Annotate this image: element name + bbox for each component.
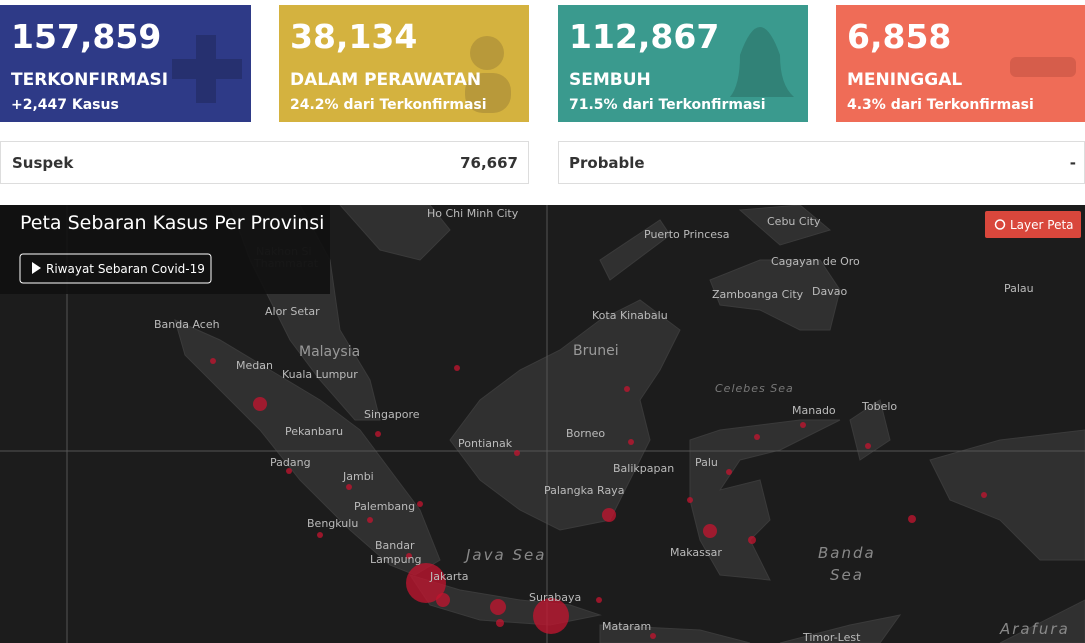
place-label: Zamboanga City	[712, 288, 804, 301]
case-circle	[317, 532, 323, 538]
place-label: Medan	[236, 359, 273, 372]
place-label: Palu	[695, 456, 718, 469]
layer-button-label[interactable]: Layer Peta	[1010, 218, 1074, 232]
case-circle	[454, 365, 460, 371]
case-circle	[628, 439, 634, 445]
card-label: DALAM PERAWATAN	[290, 70, 482, 90]
place-label: Banda	[818, 544, 876, 562]
place-label: Brunei	[573, 343, 619, 359]
case-circle	[726, 469, 732, 475]
card-deaths: 6,858 MENINGGAL 4.3% dari Terkonfirmasi	[836, 5, 1085, 122]
history-button[interactable]	[19, 253, 212, 284]
place-label: Timor-Lest	[802, 631, 861, 643]
stat-value: -	[1069, 154, 1076, 172]
place-label: Jambi	[342, 470, 374, 483]
place-label: Lampung	[370, 553, 422, 566]
card-recovered: 112,867 SEMBUH 71.5% dari Terkonfirmasi	[558, 5, 808, 122]
case-circle	[514, 450, 520, 456]
place-label: Manado	[792, 404, 836, 417]
card-value: 38,134	[290, 17, 418, 56]
place-label: Cagayan de Oro	[771, 255, 860, 268]
place-label: Celebes Sea	[715, 382, 794, 395]
case-circle	[286, 468, 292, 474]
place-label: Kuala Lumpur	[282, 368, 358, 381]
case-circle	[650, 633, 656, 639]
place-label: Kota Kinabalu	[592, 309, 668, 322]
case-circle	[496, 619, 504, 627]
map[interactable]: Ho Chi Minh CityNakhon SiThammaratBanda …	[0, 205, 1085, 643]
place-label: Tobelo	[861, 400, 897, 413]
card-label: SEMBUH	[569, 70, 651, 90]
case-circle	[703, 524, 717, 538]
case-circle	[754, 434, 760, 440]
case-circle	[533, 598, 569, 634]
case-circle	[375, 431, 381, 437]
place-label: Bengkulu	[307, 517, 358, 530]
card-sub: 24.2% dari Terkonfirmasi	[290, 97, 487, 113]
card-value: 6,858	[847, 17, 952, 56]
card-sub: 4.3% dari Terkonfirmasi	[847, 97, 1034, 113]
place-label: Palau	[1004, 282, 1034, 295]
case-circle	[406, 563, 446, 603]
stat-value: 76,667	[460, 154, 518, 172]
place-label: Sea	[830, 566, 864, 584]
place-label: Cebu City	[767, 215, 821, 228]
stat-row: Suspek 76,667	[0, 141, 529, 184]
card-sub: 71.5% dari Terkonfirmasi	[569, 97, 766, 113]
stat-label: Suspek	[12, 154, 74, 172]
case-circle	[800, 422, 806, 428]
case-circle	[417, 501, 423, 507]
place-label: Alor Setar	[265, 305, 320, 318]
place-label: Palangka Raya	[544, 484, 624, 497]
card-value: 112,867	[569, 17, 720, 56]
place-label: Pontianak	[458, 437, 513, 450]
history-button-label[interactable]: Riwayat Sebaran Covid-19	[46, 262, 205, 276]
place-label: Malaysia	[299, 344, 360, 360]
place-label: Surabaya	[529, 591, 581, 604]
place-label: Arafura	[999, 620, 1070, 638]
place-label: Java Sea	[463, 546, 546, 564]
case-circle	[981, 492, 987, 498]
map-title: Peta Sebaran Kasus Per Provinsi	[20, 212, 324, 234]
place-label: Padang	[270, 456, 311, 469]
case-circle	[908, 515, 916, 523]
place-label: Ho Chi Minh City	[427, 207, 519, 220]
place-label: Makassar	[670, 546, 722, 559]
place-label: Bandar	[375, 539, 415, 552]
place-label: Davao	[812, 285, 847, 298]
place-label: Banda Aceh	[154, 318, 220, 331]
place-label: Pekanbaru	[285, 425, 343, 438]
place-label: Borneo	[566, 427, 605, 440]
place-label: Balikpapan	[613, 462, 674, 475]
case-circle	[367, 517, 373, 523]
case-circle	[748, 536, 756, 544]
place-label: Puerto Princesa	[644, 228, 730, 241]
case-circle	[406, 553, 412, 559]
place-label: Singapore	[364, 408, 420, 421]
case-circle	[253, 397, 267, 411]
card-value: 157,859	[11, 17, 162, 56]
card-label: MENINGGAL	[847, 70, 963, 90]
case-circle	[346, 484, 352, 490]
case-circle	[624, 386, 630, 392]
card-confirmed: 157,859 TERKONFIRMASI +2,447 Kasus	[0, 5, 251, 122]
case-circle	[210, 358, 216, 364]
layer-button[interactable]	[985, 211, 1081, 238]
card-label: TERKONFIRMASI	[11, 70, 169, 90]
case-circle	[687, 497, 693, 503]
place-label: Mataram	[602, 620, 651, 633]
stat-label: Probable	[569, 154, 645, 172]
case-circle	[596, 597, 602, 603]
card-treated: 38,134 DALAM PERAWATAN 24.2% dari Terkon…	[279, 5, 529, 122]
case-circle	[436, 593, 450, 607]
case-circle	[865, 443, 871, 449]
case-circle	[490, 599, 506, 615]
place-label: Palembang	[354, 500, 415, 513]
place-label: Jakarta	[429, 570, 468, 583]
card-sub: +2,447 Kasus	[11, 97, 119, 113]
case-circle	[602, 508, 616, 522]
stat-row: Probable -	[558, 141, 1085, 184]
